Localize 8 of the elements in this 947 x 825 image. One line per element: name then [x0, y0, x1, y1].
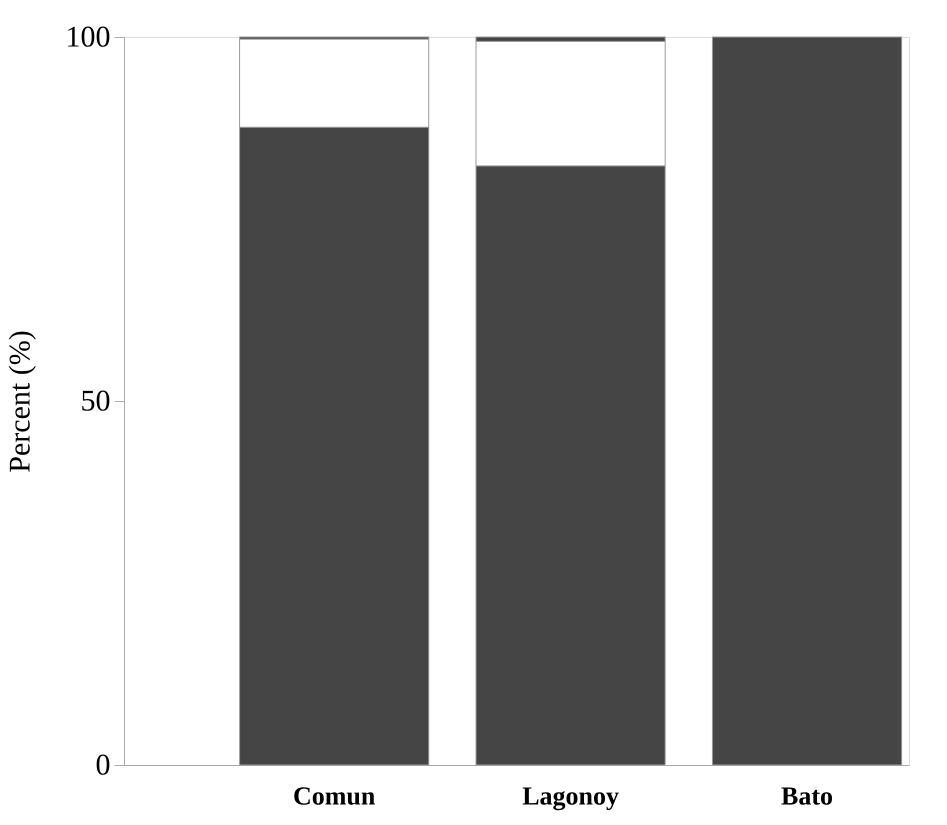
x-tick-label: Lagonoy — [522, 782, 620, 810]
y-tick-label: 50 — [80, 384, 110, 418]
y-tick-label: 0 — [96, 748, 110, 782]
y-tick-label: 100 — [66, 20, 110, 54]
y-axis-title: Percent (%) — [4, 330, 36, 473]
x-tick-label: Comun — [292, 782, 376, 810]
bar — [712, 36, 902, 766]
x-tick-label: Bato — [781, 782, 834, 810]
